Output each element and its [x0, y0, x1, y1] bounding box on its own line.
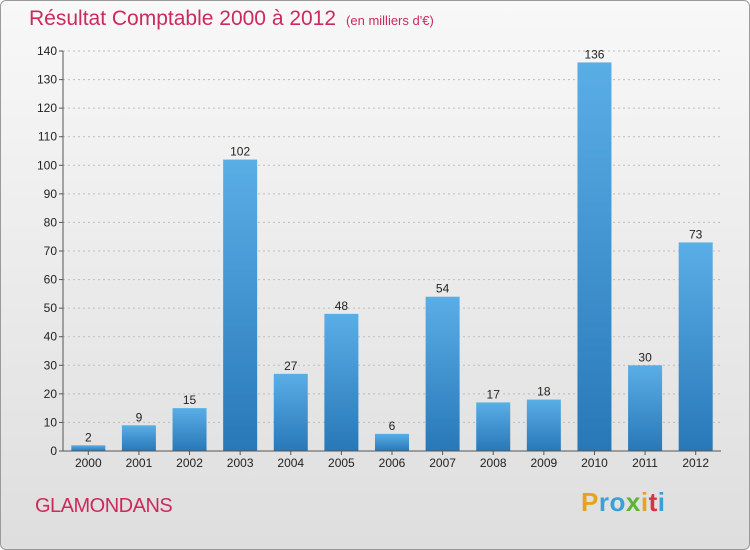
- chart-title-text: Résultat Comptable 2000 à 2012: [29, 7, 337, 30]
- x-tick-label: 2006: [379, 456, 406, 470]
- chart-subtitle: (en milliers d'€): [346, 13, 434, 28]
- y-tick-label: 130: [37, 73, 57, 87]
- y-tick-label: 40: [44, 330, 58, 344]
- logo-letter: o: [609, 487, 626, 517]
- x-tick-label: 2009: [530, 456, 557, 470]
- bar-2004: [273, 373, 308, 451]
- bar-value-label: 102: [230, 145, 250, 159]
- y-tick-label: 0: [50, 444, 57, 458]
- bar-value-label: 27: [284, 359, 298, 373]
- bar-value-label: 2: [85, 430, 92, 444]
- bar-value-label: 48: [335, 299, 349, 313]
- bar-value-label: 136: [584, 47, 604, 61]
- y-tick-label: 60: [44, 273, 58, 287]
- y-tick-label: 80: [44, 215, 58, 229]
- y-tick-label: 120: [37, 101, 57, 115]
- logo-letter: r: [598, 487, 610, 517]
- logo-letter: i: [657, 487, 666, 517]
- logo-letter: P: [581, 487, 599, 517]
- x-tick-label: 2010: [581, 456, 608, 470]
- x-tick-label: 2002: [176, 456, 203, 470]
- grid-lines: [63, 50, 721, 423]
- x-tick-label: 2004: [277, 456, 304, 470]
- y-tick-label: 20: [44, 387, 58, 401]
- bar-value-label: 15: [183, 393, 197, 407]
- bar-value-label: 17: [487, 387, 501, 401]
- x-axis: 2000 2001 2002 2003 2004 2005 2006 2007 2008 2009…: [63, 450, 721, 470]
- bar-2011: [628, 365, 663, 451]
- bar-2005: [324, 313, 359, 451]
- y-tick-label: 90: [44, 187, 58, 201]
- commune-name: GLAMONDANS: [35, 495, 173, 517]
- bar-value-label: 18: [537, 385, 551, 399]
- y-tick-label: 100: [37, 158, 57, 172]
- bar-value-label: 30: [638, 350, 652, 364]
- bar-2002: [172, 408, 207, 451]
- proxiti-logo: Proxiti: [581, 487, 665, 518]
- bar-2010: [577, 62, 612, 452]
- y-tick-label: 140: [37, 44, 57, 58]
- y-axis: 0 10 20 30 40 50 60 70 80 90 100 110 120 130 140: [37, 44, 64, 458]
- x-tick-label: 2011: [632, 456, 658, 470]
- bar-2001: [121, 425, 156, 451]
- logo-letter: t: [648, 487, 658, 517]
- logo-letter: x: [625, 487, 641, 517]
- bar-value-label: 6: [389, 419, 396, 433]
- x-tick-label: 2003: [227, 456, 254, 470]
- chart-title: Résultat Comptable 2000 à 2012 (en millie…: [29, 7, 434, 31]
- x-tick-label: 2005: [328, 456, 355, 470]
- x-tick-label: 2012: [682, 456, 709, 470]
- x-tick-label: 2000: [75, 456, 102, 470]
- logo-letter: i: [640, 487, 649, 517]
- y-tick-label: 50: [44, 301, 58, 315]
- bars: 2 9 15 102 27 48 6 54 17 18 136 30 73: [71, 47, 713, 452]
- x-tick-label: 2008: [480, 456, 507, 470]
- bar-2006: [375, 433, 409, 451]
- x-tick-label: 2001: [126, 456, 153, 470]
- y-tick-label: 10: [44, 415, 58, 429]
- y-tick-label: 30: [44, 358, 58, 372]
- bar-2007: [425, 296, 460, 451]
- bar-2003: [223, 159, 258, 452]
- bar-2008: [476, 402, 511, 451]
- bar-2009: [526, 399, 561, 451]
- y-tick-label: 70: [44, 244, 58, 258]
- bar-2000: [71, 445, 106, 451]
- bar-value-label: 73: [689, 227, 703, 241]
- x-tick-label: 2007: [429, 456, 456, 470]
- bar-2012: [678, 242, 713, 451]
- y-tick-label: 110: [38, 130, 57, 144]
- bar-value-label: 9: [136, 410, 143, 424]
- bar-value-label: 54: [436, 282, 450, 296]
